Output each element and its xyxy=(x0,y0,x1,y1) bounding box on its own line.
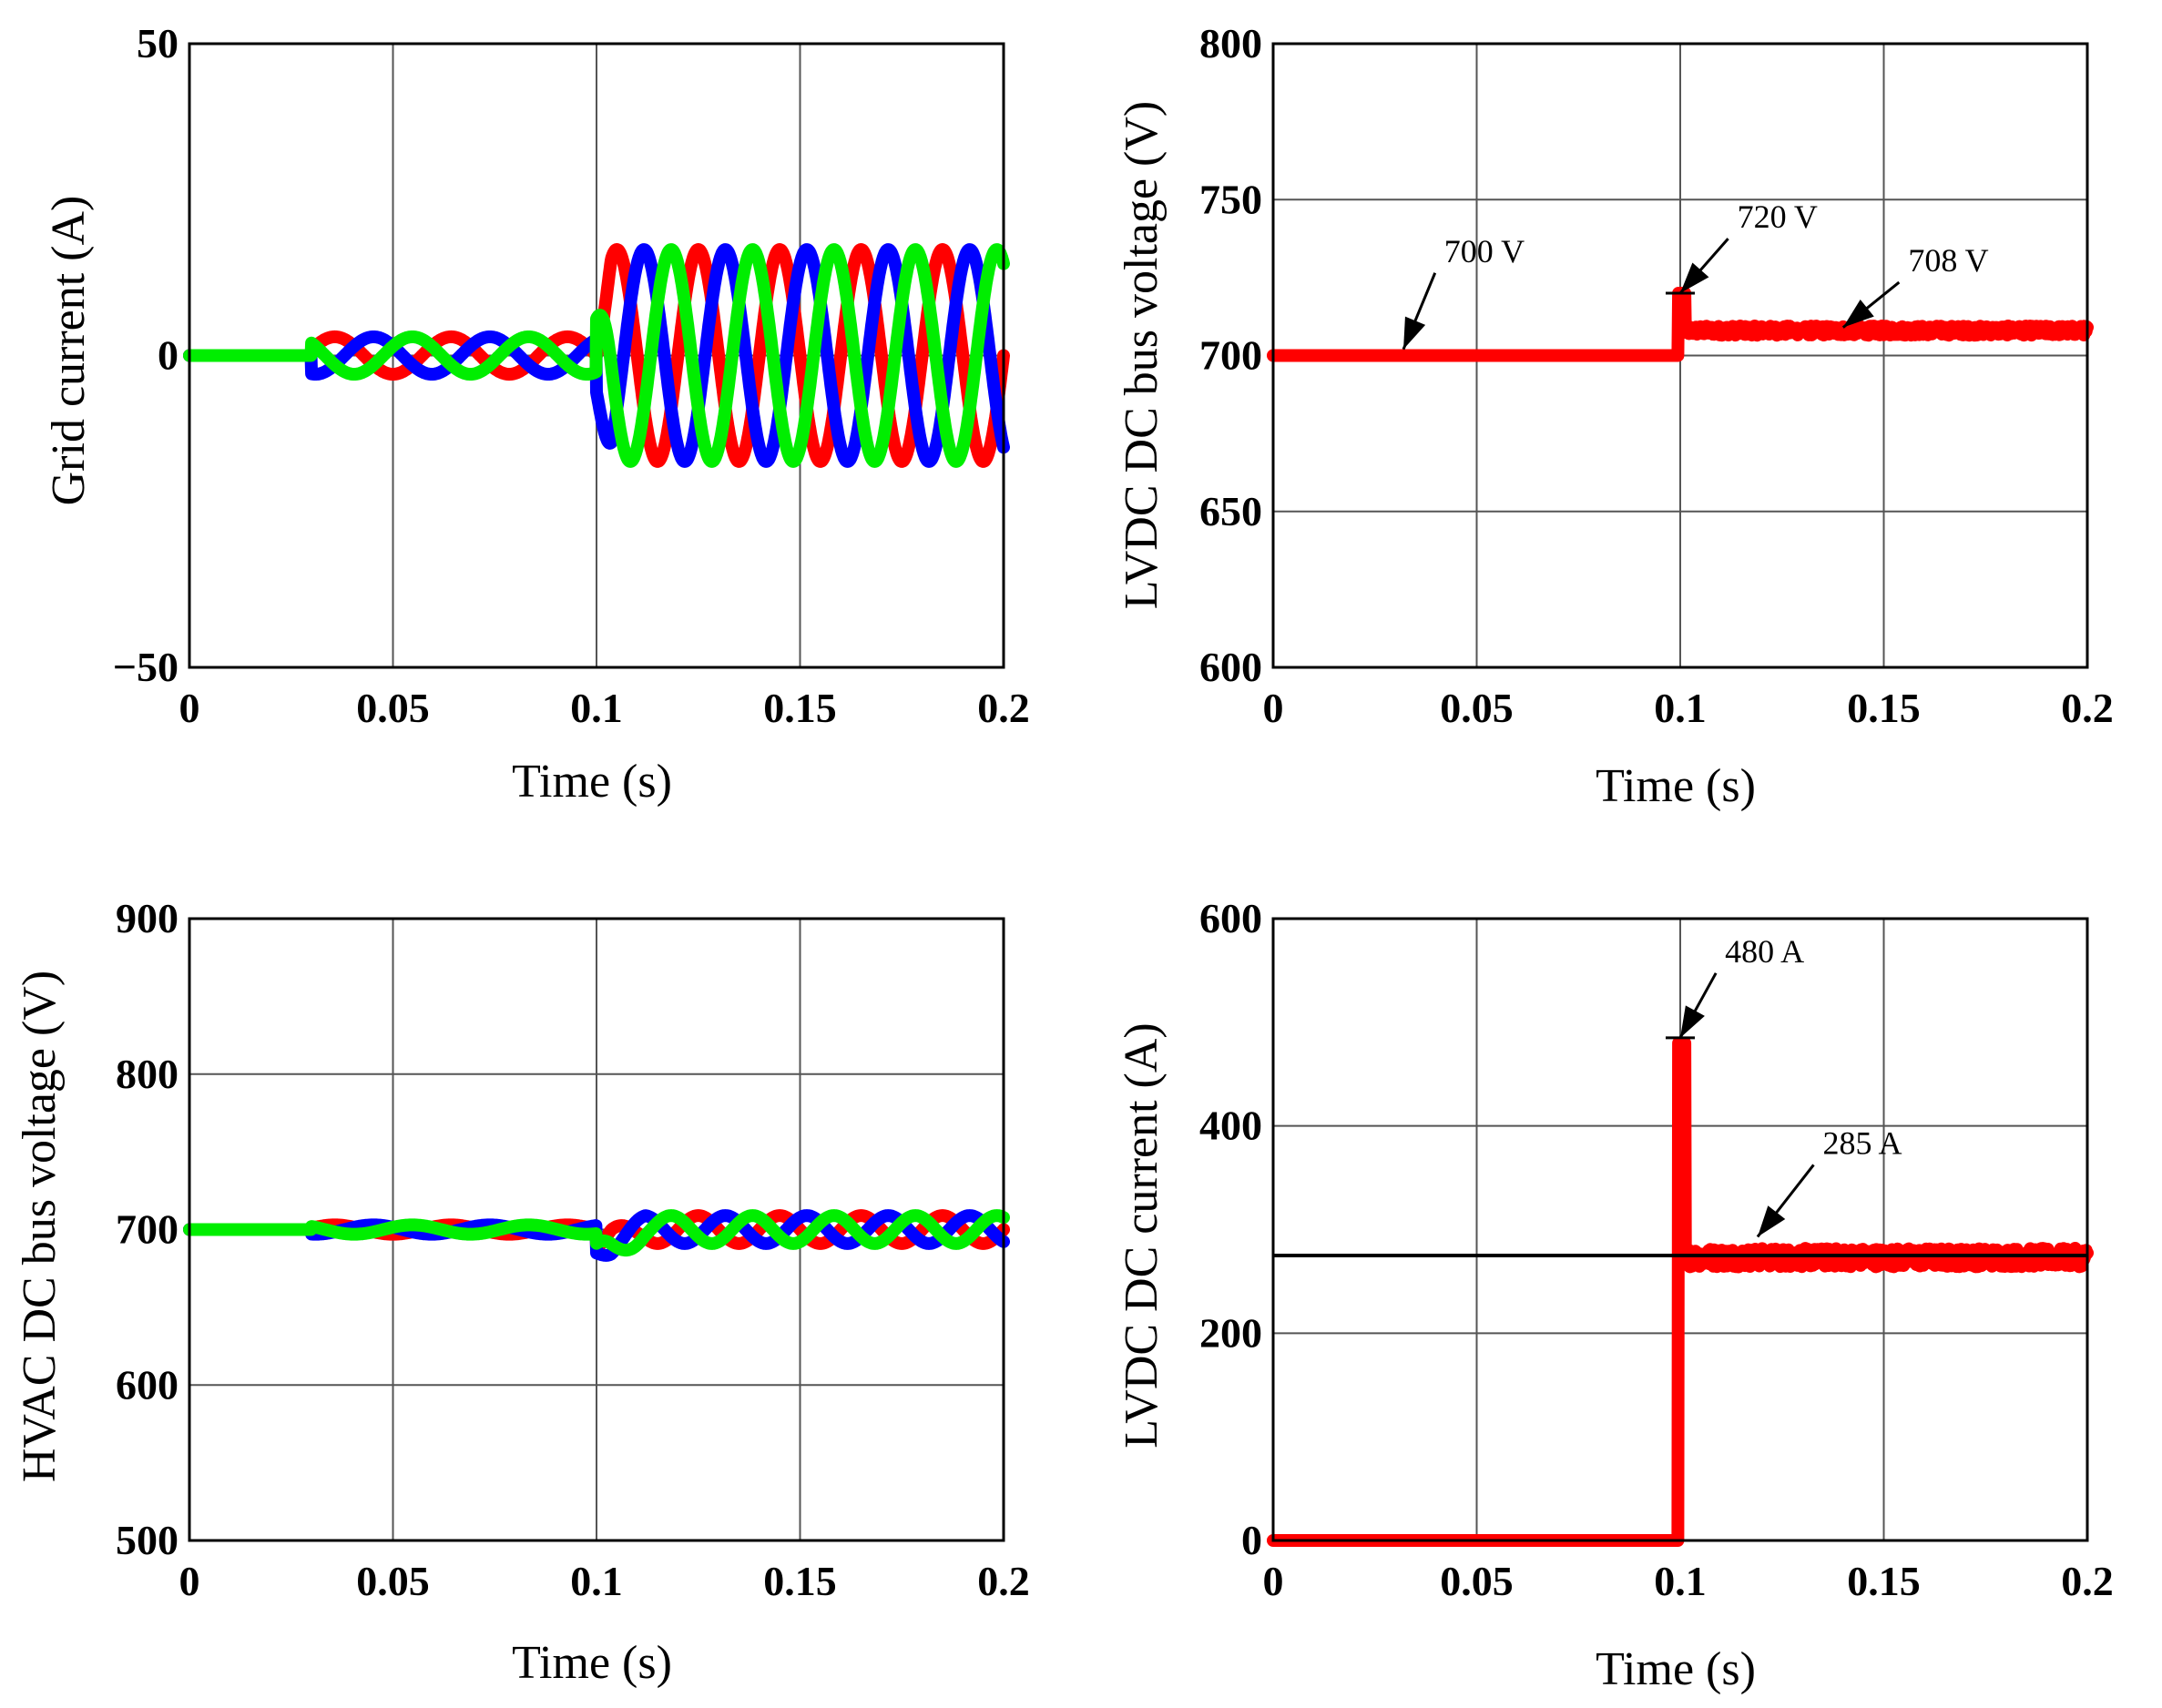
ylabel-lvdc-current: LVDC DC current (A) xyxy=(1116,1022,1168,1448)
y-tick-label: 800 xyxy=(1199,20,1262,66)
x-tick-label: 0 xyxy=(1263,685,1284,731)
xlabel-lvdc-bus-voltage: Time (s) xyxy=(1596,760,1756,812)
x-tick-label: 0.05 xyxy=(1440,1558,1514,1604)
x-tick-label: 0.15 xyxy=(763,1558,837,1604)
x-tick-label: 0.1 xyxy=(1654,685,1707,731)
y-tick-label: 750 xyxy=(1199,176,1262,222)
x-tick-label: 0.1 xyxy=(570,1558,623,1604)
y-tick-label: 400 xyxy=(1199,1103,1262,1149)
annotation-label: 285 A xyxy=(1822,1124,1902,1161)
panel-lvdc-bus-voltage: LVDC DC bus voltage (V) Time (s) 0 0.05 0.… xyxy=(1116,20,2114,812)
x-tick-label: 0.15 xyxy=(1847,685,1921,731)
y-tick-label: 700 xyxy=(1199,332,1262,379)
x-tick-label: 0.05 xyxy=(1440,685,1514,731)
y-tick-label: 800 xyxy=(116,1051,178,1097)
plot-frame xyxy=(188,917,1005,1542)
y-tick-label: 650 xyxy=(1199,488,1262,534)
y-tick-label: 600 xyxy=(116,1361,178,1408)
x-tick-label: 0.1 xyxy=(570,685,623,731)
annotation-label: 720 V xyxy=(1738,198,1818,235)
y-tick-label: 200 xyxy=(1199,1309,1262,1356)
annotation-arrowhead xyxy=(1403,316,1426,350)
y-tick-label: 500 xyxy=(116,1517,178,1563)
x-tick-label: 0 xyxy=(1263,1558,1284,1604)
y-tick-label: 0 xyxy=(158,332,178,379)
panel-hvac-bus-voltage: HVAC DC bus voltage (V) Time (s) 0 0.05 0.… xyxy=(14,895,1030,1689)
xlabel-grid-current: Time (s) xyxy=(512,756,672,808)
annotation-label: 480 A xyxy=(1725,933,1804,970)
x-tick-label: 0 xyxy=(179,1558,200,1604)
annotation-label: 700 V xyxy=(1444,233,1525,269)
y-tick-label: 900 xyxy=(116,895,178,941)
ylabel-lvdc-bus-voltage: LVDC DC bus voltage (V) xyxy=(1116,101,1168,610)
plot-frame xyxy=(1271,917,2089,1542)
series-lvdc-current xyxy=(1267,1036,2094,1547)
x-tick-label: 0.15 xyxy=(763,685,837,731)
panel-grid-current: Grid current (A) Time (s) 0 0.05 0.1 0.15 0.… xyxy=(43,20,1030,808)
annotation-arrowhead xyxy=(1842,299,1874,328)
annotation-arrowhead xyxy=(1757,1205,1786,1237)
y-tick-label: 600 xyxy=(1199,895,1262,941)
x-tick-label: 0 xyxy=(179,685,200,731)
x-tick-label: 0.15 xyxy=(1847,1558,1921,1604)
plot-frame xyxy=(1271,42,2089,669)
y-tick-label: 50 xyxy=(137,20,178,66)
y-tick-label: 700 xyxy=(116,1206,178,1253)
x-tick-label: 0.05 xyxy=(356,685,430,731)
xlabel-lvdc-current: Time (s) xyxy=(1596,1643,1756,1695)
series-phase-c xyxy=(183,1209,1010,1257)
plot-frame xyxy=(188,42,1005,669)
x-tick-label: 0.2 xyxy=(2061,685,2114,731)
ylabel-grid-current: Grid current (A) xyxy=(43,196,95,506)
y-tick-label: −50 xyxy=(113,644,178,690)
annotation-label: 708 V xyxy=(1908,242,1988,279)
series-phase-b xyxy=(183,243,1010,468)
x-tick-label: 0.2 xyxy=(977,685,1030,731)
series-phase-c xyxy=(183,243,1010,468)
y-tick-label: 600 xyxy=(1199,644,1262,690)
x-tick-label: 0.1 xyxy=(1654,1558,1707,1604)
annotation-arrowhead xyxy=(1680,262,1709,293)
panel-lvdc-current: LVDC DC current (A) Time (s) 0 0.05 0.1 0.1… xyxy=(1116,895,2114,1695)
annotation-arrowhead xyxy=(1680,1005,1705,1038)
ylabel-hvac-bus-voltage: HVAC DC bus voltage (V) xyxy=(14,971,66,1482)
xlabel-hvac-bus-voltage: Time (s) xyxy=(512,1637,672,1689)
x-tick-label: 0.2 xyxy=(977,1558,1030,1604)
series-lvdc-bus-voltage xyxy=(1267,287,2094,362)
x-tick-label: 0.2 xyxy=(2061,1558,2114,1604)
x-tick-label: 0.05 xyxy=(356,1558,430,1604)
y-tick-label: 0 xyxy=(1241,1517,1262,1563)
